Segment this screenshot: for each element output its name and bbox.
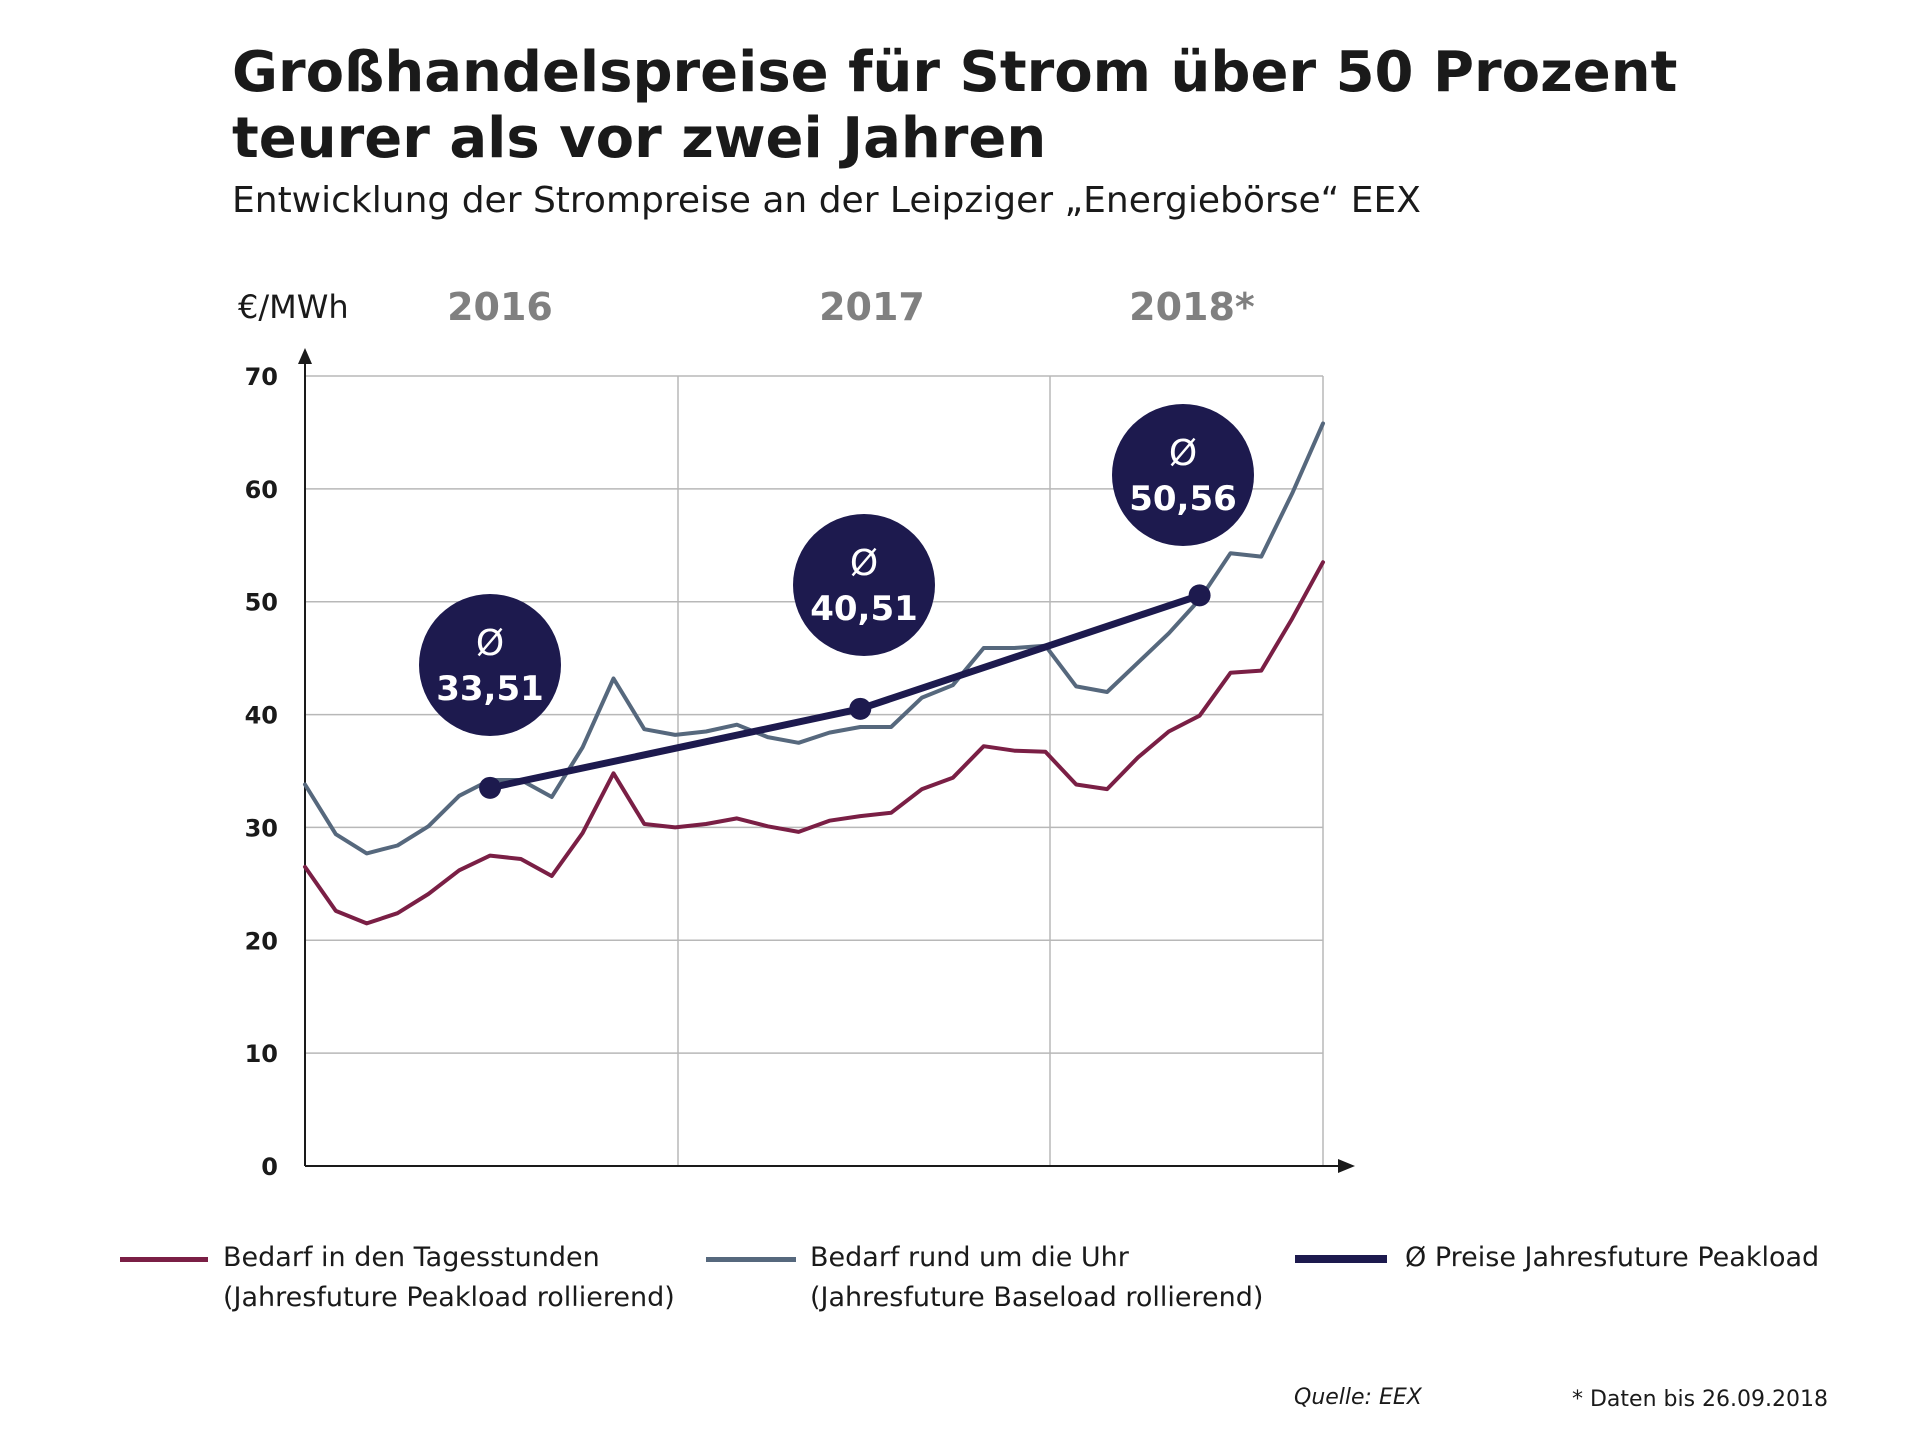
source-note: Quelle: EEX xyxy=(1294,1385,1422,1410)
y-tick-label: 70 xyxy=(245,363,278,391)
avg-bubble-value: 33,51 xyxy=(436,669,544,709)
y-tick-label: 30 xyxy=(245,814,278,842)
avg-bubble-value: 40,51 xyxy=(810,589,918,629)
legend-label-peak-line-1: Bedarf in den Tagesstunden xyxy=(223,1242,600,1273)
avg-bubble-circle xyxy=(793,514,935,656)
avg-point xyxy=(849,697,872,720)
y-tick-label: 10 xyxy=(245,1040,278,1068)
avg-bubble: Ø 50,56 xyxy=(1112,404,1254,546)
avg-bubble-symbol: Ø xyxy=(850,543,878,584)
avg-bubble-symbol: Ø xyxy=(1169,433,1197,474)
avg-bubble-value: 50,56 xyxy=(1129,479,1237,519)
legend-label-avg: Ø Preise Jahresfuture Peakload xyxy=(1405,1238,1819,1278)
avg-bubble-circle xyxy=(1112,404,1254,546)
legend-swatch-peak xyxy=(120,1257,208,1262)
y-axis-arrow xyxy=(298,348,312,364)
legend-label-peak-line-2: (Jahresfuture Peakload rollierend) xyxy=(223,1282,675,1313)
avg-bubble-symbol: Ø xyxy=(476,623,504,664)
legend-swatch-avg xyxy=(1295,1255,1387,1263)
y-tick-label: 0 xyxy=(261,1153,278,1181)
legend-label-avg-line-1: Ø Preise Jahresfuture Peakload xyxy=(1405,1242,1820,1273)
chart-subtitle: Entwicklung der Strompreise an der Leipz… xyxy=(232,180,1421,221)
y-tick-label: 40 xyxy=(245,702,278,730)
year-label: 2017 xyxy=(819,285,925,329)
y-tick-label: 50 xyxy=(245,589,278,617)
footnote: * Daten bis 26.09.2018 xyxy=(1572,1387,1829,1412)
series-line-base xyxy=(303,421,1325,856)
y-tick-label: 20 xyxy=(245,927,278,955)
legend-label-peak: Bedarf in den Tagesstunden (Jahresfuture… xyxy=(223,1238,675,1318)
legend-swatch-base xyxy=(706,1257,796,1262)
avg-point xyxy=(479,776,502,799)
legend-label-base: Bedarf rund um die Uhr (Jahresfuture Bas… xyxy=(810,1238,1263,1318)
avg-bubble: Ø 33,51 xyxy=(419,594,561,736)
avg-point xyxy=(1188,584,1211,607)
series-line-peak xyxy=(303,560,1325,926)
y-tick-label: 60 xyxy=(245,476,278,504)
avg-bubble: Ø 40,51 xyxy=(793,514,935,656)
chart-title: Großhandelspreise für Strom über 50 Proz… xyxy=(232,40,1732,172)
y-axis-label: €/MWh xyxy=(238,288,349,326)
legend-label-base-line-1: Bedarf rund um die Uhr xyxy=(810,1242,1129,1273)
legend-label-base-line-2: (Jahresfuture Baseload rollierend) xyxy=(810,1282,1264,1313)
chart-title-line-2: teurer als vor zwei Jahren xyxy=(232,106,1047,171)
chart-title-line-1: Großhandelspreise für Strom über 50 Proz… xyxy=(232,40,1678,105)
year-label: 2018* xyxy=(1129,285,1255,329)
year-label: 2016 xyxy=(447,285,553,329)
x-axis-arrow xyxy=(1338,1159,1355,1173)
avg-bubble-circle xyxy=(419,594,561,736)
